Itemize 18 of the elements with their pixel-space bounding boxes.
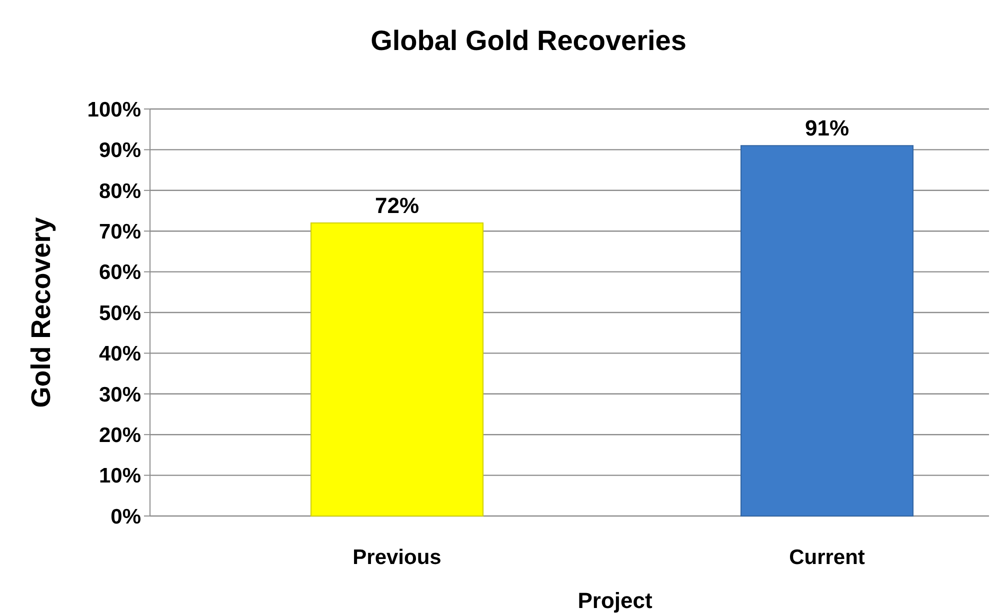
x-tick-label: Previous [352, 546, 442, 569]
y-tick-label: 40% [98, 342, 142, 366]
y-tick-label: 80% [98, 180, 142, 203]
y-tick-label: 90% [98, 139, 142, 162]
chart-title: Global Gold Recoveries [370, 25, 686, 56]
x-axis-title: Project [578, 588, 653, 613]
y-tick-label: 10% [98, 464, 142, 488]
y-tick-label: 50% [98, 302, 142, 325]
y-axis-title: Gold Recovery [26, 217, 56, 408]
y-tick-label: 0% [110, 505, 142, 528]
y-tick-label: 100% [87, 98, 142, 122]
data-label: 72% [374, 192, 420, 218]
y-tick-label: 30% [98, 383, 142, 406]
y-tick-label: 60% [98, 261, 142, 284]
y-tick-label: 20% [98, 424, 142, 447]
x-tick-label: Current [789, 546, 865, 569]
data-label: 91% [804, 116, 850, 141]
y-tick-label: 70% [98, 220, 142, 244]
